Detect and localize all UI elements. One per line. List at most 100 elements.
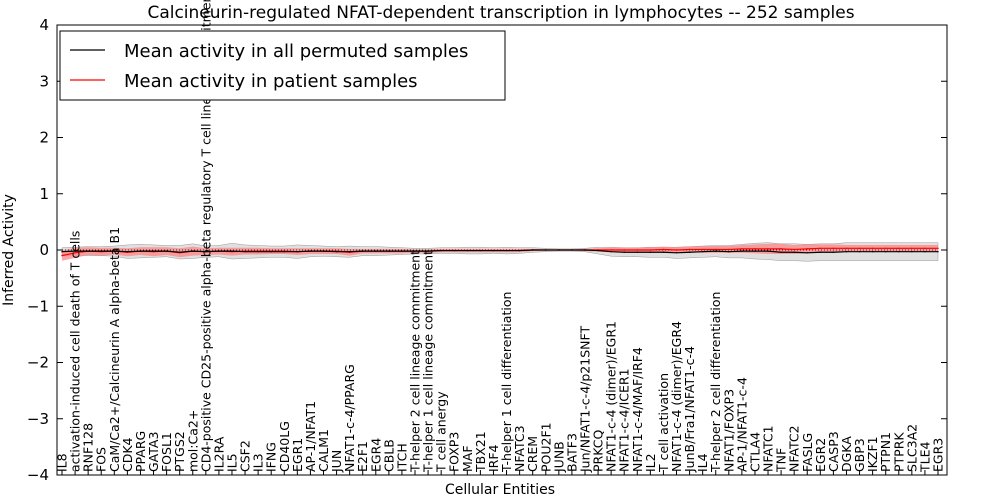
x-tick-label-56: NFATC2 — [787, 425, 802, 472]
point-patient-58 — [819, 247, 822, 250]
y-tick-label-6: −2 — [27, 354, 49, 372]
x-tick-label-53: CTLA4 — [747, 432, 762, 472]
point-permuted-51 — [728, 250, 730, 253]
point-permuted-21 — [335, 250, 338, 253]
point-permuted-31 — [466, 249, 469, 252]
legend-label-permuted: Mean activity in all permuted samples — [124, 41, 468, 62]
point-permuted-58 — [819, 251, 822, 253]
y-tick-label-3: 1 — [39, 185, 49, 203]
point-permuted-17 — [283, 250, 285, 253]
point-permuted-37 — [545, 249, 547, 251]
x-tick-label-17: CD40LG — [277, 421, 292, 472]
x-tick-label-12: IL2RA — [211, 436, 226, 472]
point-permuted-56 — [793, 251, 795, 253]
x-tick-label-7: GATA3 — [146, 432, 161, 472]
point-patient-48 — [688, 248, 691, 251]
x-tick-label-43: NFAT1-c-4/ICER1 — [617, 368, 632, 472]
point-permuted-59 — [832, 251, 835, 253]
point-patient-42 — [610, 249, 612, 251]
x-tick-label-48: JunB/Fra1/NFAT1-c-4 — [682, 346, 697, 473]
x-tick-label-45: IL2 — [643, 453, 658, 472]
point-permuted-11 — [205, 250, 207, 253]
x-tick-label-54: NFATC1 — [761, 425, 776, 472]
point-permuted-39 — [571, 249, 573, 251]
point-permuted-41 — [597, 249, 599, 252]
point-patient-51 — [728, 248, 730, 251]
point-permuted-61 — [858, 250, 861, 253]
x-tick-label-40: Jun/NFAT1-c-4/p21SNFT — [577, 326, 592, 473]
legend-label-patient: Mean activity in patient samples — [124, 71, 418, 92]
x-tick-label-19: AP-1/NFAT1 — [303, 401, 318, 472]
point-permuted-62 — [871, 250, 874, 253]
point-patient-1 — [74, 252, 76, 254]
point-permuted-16 — [270, 250, 272, 253]
point-patient-65 — [911, 247, 913, 250]
point-permuted-23 — [362, 250, 364, 252]
x-tick-label-49: IL4 — [695, 453, 710, 472]
x-tick-label-51: NFAT1/FOXP3 — [721, 389, 736, 472]
x-tick-label-10: mol:Ca2+ — [185, 410, 200, 472]
point-permuted-14 — [244, 250, 246, 253]
point-permuted-7 — [152, 250, 155, 252]
point-patient-44 — [636, 249, 638, 251]
legend: Mean activity in all permuted samples Me… — [59, 30, 506, 101]
x-tick-label-60: DGKA — [839, 436, 854, 472]
x-tick-label-0: IL8 — [55, 453, 70, 472]
plot-frame — [56, 24, 948, 476]
y-tick-label-1: 3 — [39, 72, 49, 90]
point-patient-64 — [898, 247, 900, 250]
x-tick-label-63: PTPN1 — [878, 432, 893, 472]
point-permuted-54 — [767, 250, 769, 252]
chart-title: Calcineurin-regulated NFAT-dependent tra… — [147, 3, 854, 23]
point-permuted-1 — [74, 250, 76, 252]
point-permuted-33 — [492, 249, 495, 252]
x-tick-label-5: CDK4 — [120, 437, 135, 472]
point-patient-49 — [701, 248, 704, 251]
point-patient-56 — [793, 248, 795, 251]
x-tick-label-9: PTGS2 — [172, 431, 187, 472]
point-permuted-3 — [100, 250, 102, 252]
x-tick-label-32: TBX21 — [473, 431, 488, 473]
point-permuted-40 — [584, 249, 586, 251]
y-tick-label-4: 0 — [39, 241, 49, 259]
x-tick-label-47: NFAT1-c-4 (dimer)/EGR4 — [669, 321, 684, 472]
point-permuted-24 — [375, 250, 377, 252]
x-tick-label-41: PRKCQ — [591, 430, 606, 472]
x-tick-label-30: FOXP3 — [447, 432, 462, 472]
point-patient-46 — [662, 248, 665, 251]
x-tick-label-1: activation-induced cell death of T cells — [68, 231, 83, 472]
x-tick-label-6: PPARG — [133, 431, 148, 472]
y-tick-label-2: 2 — [39, 129, 49, 147]
x-tick-label-20: CALM1 — [316, 429, 331, 472]
point-permuted-2 — [87, 250, 89, 252]
point-permuted-44 — [636, 251, 638, 253]
legend-box — [59, 30, 506, 101]
point-permuted-60 — [845, 250, 848, 253]
x-tick-label-61: GBP3 — [852, 438, 867, 472]
point-permuted-20 — [322, 250, 325, 252]
point-patient-47 — [675, 249, 678, 251]
x-tick-label-23: E2F1 — [355, 441, 370, 472]
x-tick-label-31: MAF — [460, 445, 475, 472]
x-tick-label-55: TNF — [774, 448, 789, 473]
x-tick-label-44: NFAT1-c-4/MAF/IRF4 — [630, 347, 645, 472]
point-permuted-66 — [924, 250, 926, 253]
point-permuted-6 — [139, 250, 142, 252]
x-tick-label-67: EGR3 — [931, 438, 946, 472]
series-line-permuted — [61, 249, 938, 254]
x-tick-label-14: CSF2 — [238, 440, 253, 472]
point-permuted-25 — [388, 250, 390, 252]
point-permuted-4 — [113, 250, 116, 252]
x-tick-label-22: NFAT1-c-4/PPARG — [342, 364, 357, 472]
point-permuted-12 — [218, 250, 220, 252]
point-permuted-64 — [898, 250, 900, 253]
point-patient-59 — [832, 247, 835, 250]
point-permuted-0 — [61, 250, 63, 253]
x-tick-label-8: FOSL1 — [159, 432, 174, 472]
point-permuted-55 — [780, 251, 782, 253]
x-tick-label-38: JUNB — [551, 441, 566, 473]
point-permuted-36 — [531, 249, 534, 251]
